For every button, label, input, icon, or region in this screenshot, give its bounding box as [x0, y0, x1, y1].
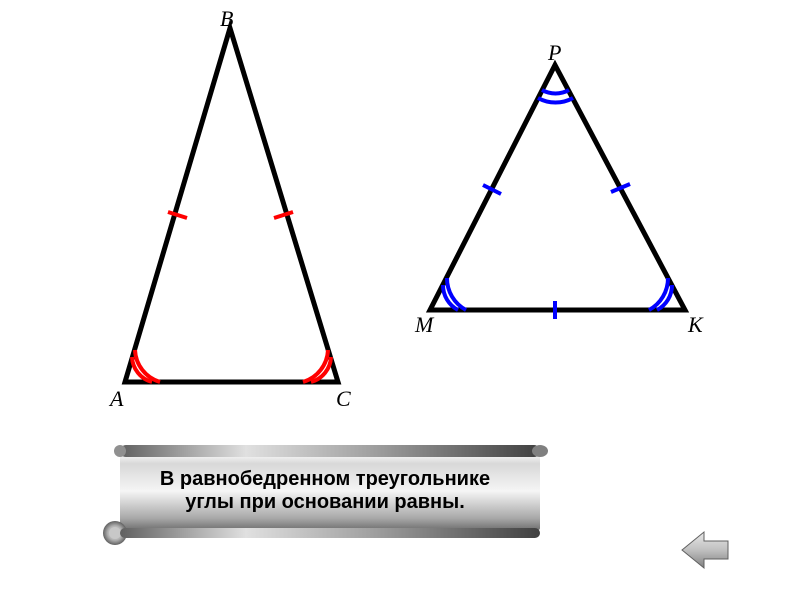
label-a: А: [110, 386, 123, 412]
triangles-svg: [0, 0, 800, 420]
label-b: В: [220, 6, 233, 32]
theorem-text: В равнобедренном треугольнике углы при о…: [100, 468, 550, 514]
theorem-line1: В равнобедренном треугольнике: [100, 468, 550, 491]
label-m: М: [415, 312, 433, 338]
nav-back-button[interactable]: [680, 530, 730, 570]
theorem-line2: углы при основании равны.: [100, 491, 550, 514]
diagram-area: А В С М Р К: [0, 0, 800, 420]
triangle-abc: [125, 28, 338, 382]
back-arrow-icon: [680, 530, 730, 570]
theorem-scroll: В равнобедренном треугольнике углы при о…: [100, 440, 550, 545]
label-k: К: [688, 312, 703, 338]
label-p: Р: [548, 40, 561, 66]
triangle-mpk: [430, 65, 685, 319]
label-c: С: [336, 386, 351, 412]
